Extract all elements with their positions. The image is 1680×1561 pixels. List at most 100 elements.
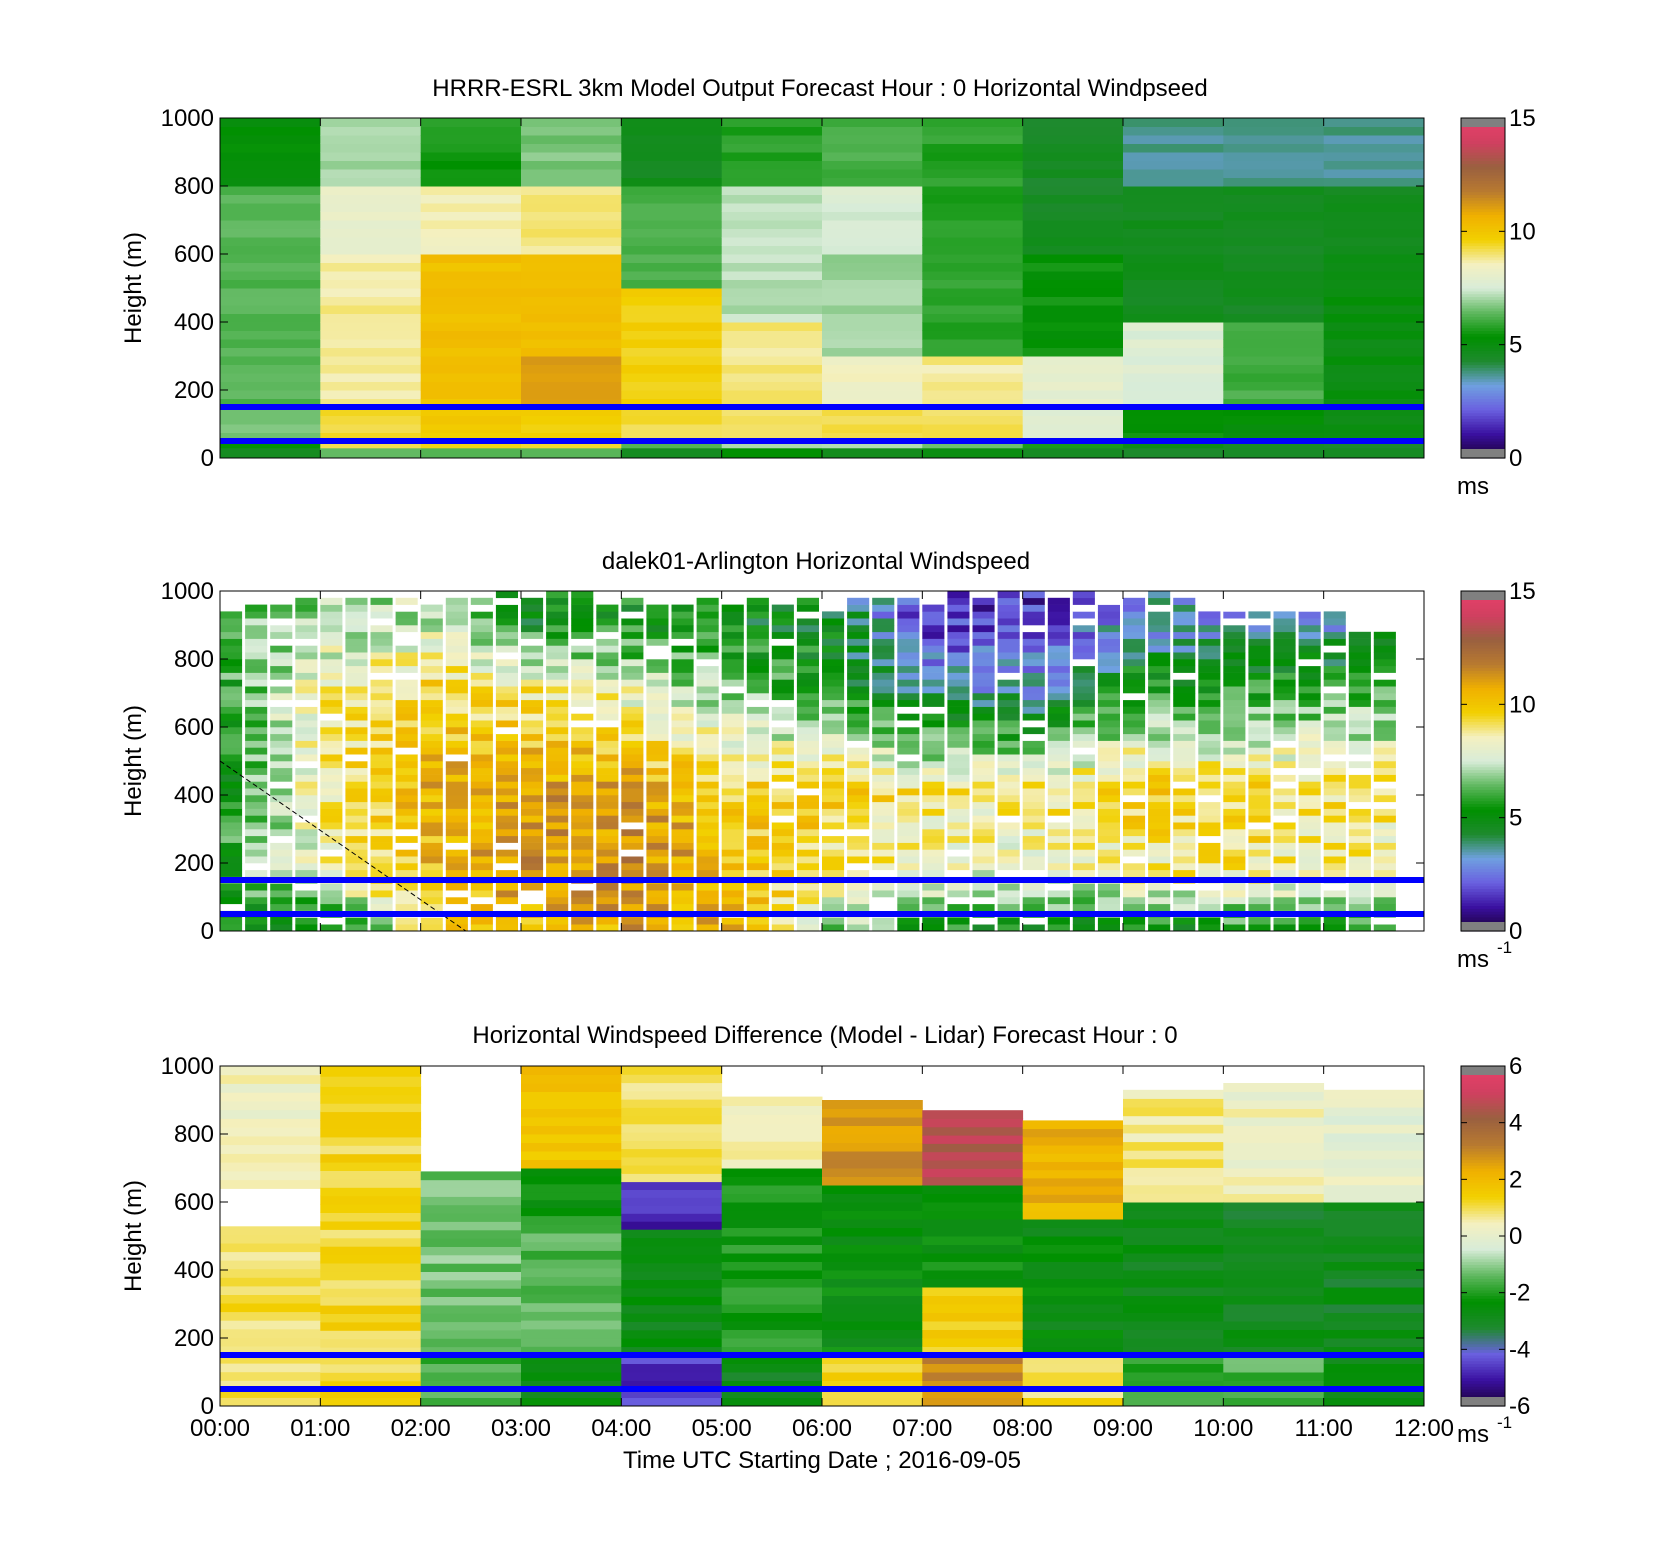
panel-model-cell [1022, 237, 1124, 246]
panel-model-colorbar-swatch [1461, 154, 1505, 159]
panel-lidar-cell [270, 869, 293, 877]
panel-model-cell [822, 398, 923, 408]
panel-lidar-cell [245, 815, 268, 823]
panel-lidar-cell [671, 625, 694, 633]
panel-lidar-cell [1173, 659, 1196, 667]
panel-lidar-cell [872, 781, 895, 789]
panel-lidar-cell [1348, 686, 1371, 694]
panel-model-cell [1223, 313, 1325, 323]
panel-lidar-cell [1198, 767, 1221, 775]
panel-lidar-cell [671, 869, 694, 877]
panel-lidar-cell [1323, 774, 1346, 782]
panel-difference-cell [521, 1241, 622, 1251]
panel-lidar-cell [1323, 652, 1346, 660]
panel-lidar-cell [1223, 863, 1246, 871]
panel-lidar-cell [320, 815, 343, 823]
panel-lidar-cell [1097, 903, 1120, 911]
panel-lidar-cell [1022, 747, 1045, 755]
panel-model-cell [621, 211, 723, 221]
panel-difference-colorbar-swatch [1461, 1292, 1505, 1297]
panel-lidar-cell [470, 808, 493, 816]
panel-lidar-cell [1123, 659, 1146, 667]
panel-model-cell [320, 203, 422, 212]
panel-model-colorbar-swatch [1461, 191, 1505, 196]
panel-lidar-cell [646, 924, 669, 932]
panel-lidar-cell [897, 890, 920, 898]
panel-lidar-cell [1047, 672, 1070, 680]
panel-lidar-cell [746, 727, 769, 735]
panel-model-cell [1022, 356, 1124, 365]
panel-model-colorbar-swatch [1461, 421, 1505, 425]
panel-lidar-cell [822, 774, 845, 782]
panel-lidar-cell [972, 665, 995, 673]
panel-difference-cell [1022, 1194, 1124, 1203]
panel-difference-cell [1123, 1107, 1224, 1117]
panel-difference-colorbar-swatch [1461, 1352, 1505, 1356]
panel-lidar-cell [1047, 727, 1070, 735]
panel-lidar-cell [696, 897, 719, 905]
panel-lidar-cell [771, 733, 794, 741]
panel-lidar-cell [370, 611, 393, 619]
panel-lidar-cell [495, 693, 518, 701]
panel-difference-cell [822, 1117, 923, 1126]
panel-lidar-cell [796, 625, 819, 633]
panel-model-cell [822, 407, 923, 416]
panel-difference-cell [1223, 1270, 1325, 1279]
panel-model-colorbar-swatch [1461, 356, 1505, 360]
panel-lidar-cell [596, 652, 619, 660]
panel-lidar-cell [521, 829, 544, 837]
panel-lidar-cell [245, 917, 268, 925]
panel-lidar-cell [1223, 897, 1246, 905]
panel-lidar-colorbar-swatch [1461, 729, 1505, 734]
panel-model-cell [320, 245, 422, 255]
panel-lidar-cell [822, 795, 845, 803]
panel-lidar-cell [997, 699, 1020, 707]
panel-lidar-colorbar-swatch [1461, 664, 1505, 669]
panel-lidar-cell [546, 611, 569, 619]
panel-lidar-cell [947, 801, 970, 809]
panel-difference-cell [1223, 1244, 1325, 1254]
panel-model-cell [621, 245, 723, 255]
panel-lidar-cell [1373, 795, 1396, 803]
panel-lidar-cell [1223, 774, 1246, 782]
panel-model-cell [220, 254, 321, 263]
panel-lidar-cell [796, 788, 819, 796]
panel-lidar-cell [445, 767, 468, 775]
panel-difference-cell [521, 1346, 622, 1356]
panel-lidar-cell [1022, 795, 1045, 803]
panel-model-cell [922, 296, 1024, 306]
panel-lidar-cell [696, 659, 719, 667]
panel-lidar-cell [997, 733, 1020, 741]
panel-difference-cell [521, 1117, 622, 1126]
panel-lidar-colorbar-swatch [1461, 806, 1505, 810]
panel-difference-cell [521, 1207, 622, 1217]
panel-difference-cell [420, 1213, 522, 1222]
panel-difference-cell [621, 1189, 723, 1198]
panel-model-cell [721, 305, 823, 314]
panel-lidar-cell [295, 795, 318, 803]
panel-difference-cell [1323, 1089, 1425, 1099]
panel-lidar-cell [646, 740, 669, 748]
panel-lidar-cell [470, 801, 493, 809]
panel-lidar-colorbar-swatch [1461, 676, 1505, 680]
panel-lidar-cell [771, 883, 794, 891]
panel-lidar-cell [220, 815, 243, 823]
panel-lidar-cell [1022, 897, 1045, 905]
panel-lidar-cell [1047, 631, 1070, 639]
panel-lidar-cell [822, 849, 845, 857]
panel-lidar-cell [395, 706, 418, 714]
panel-model-cell [420, 330, 522, 340]
panel-lidar-cell [972, 611, 995, 619]
panel-lidar-cell [972, 903, 995, 911]
panel-lidar-cell [796, 917, 819, 925]
panel-lidar-cell [897, 883, 920, 891]
panel-lidar-cell [721, 706, 744, 714]
panel-lidar-cell [1097, 829, 1120, 837]
panel-lidar-cell [1223, 767, 1246, 775]
panel-lidar-cell [1348, 733, 1371, 741]
panel-lidar-cell [671, 795, 694, 803]
panel-model-cell [420, 186, 522, 195]
panel-lidar-cell [1323, 631, 1346, 639]
panel-lidar-cell [847, 699, 870, 707]
panel-lidar-cell [972, 597, 995, 605]
